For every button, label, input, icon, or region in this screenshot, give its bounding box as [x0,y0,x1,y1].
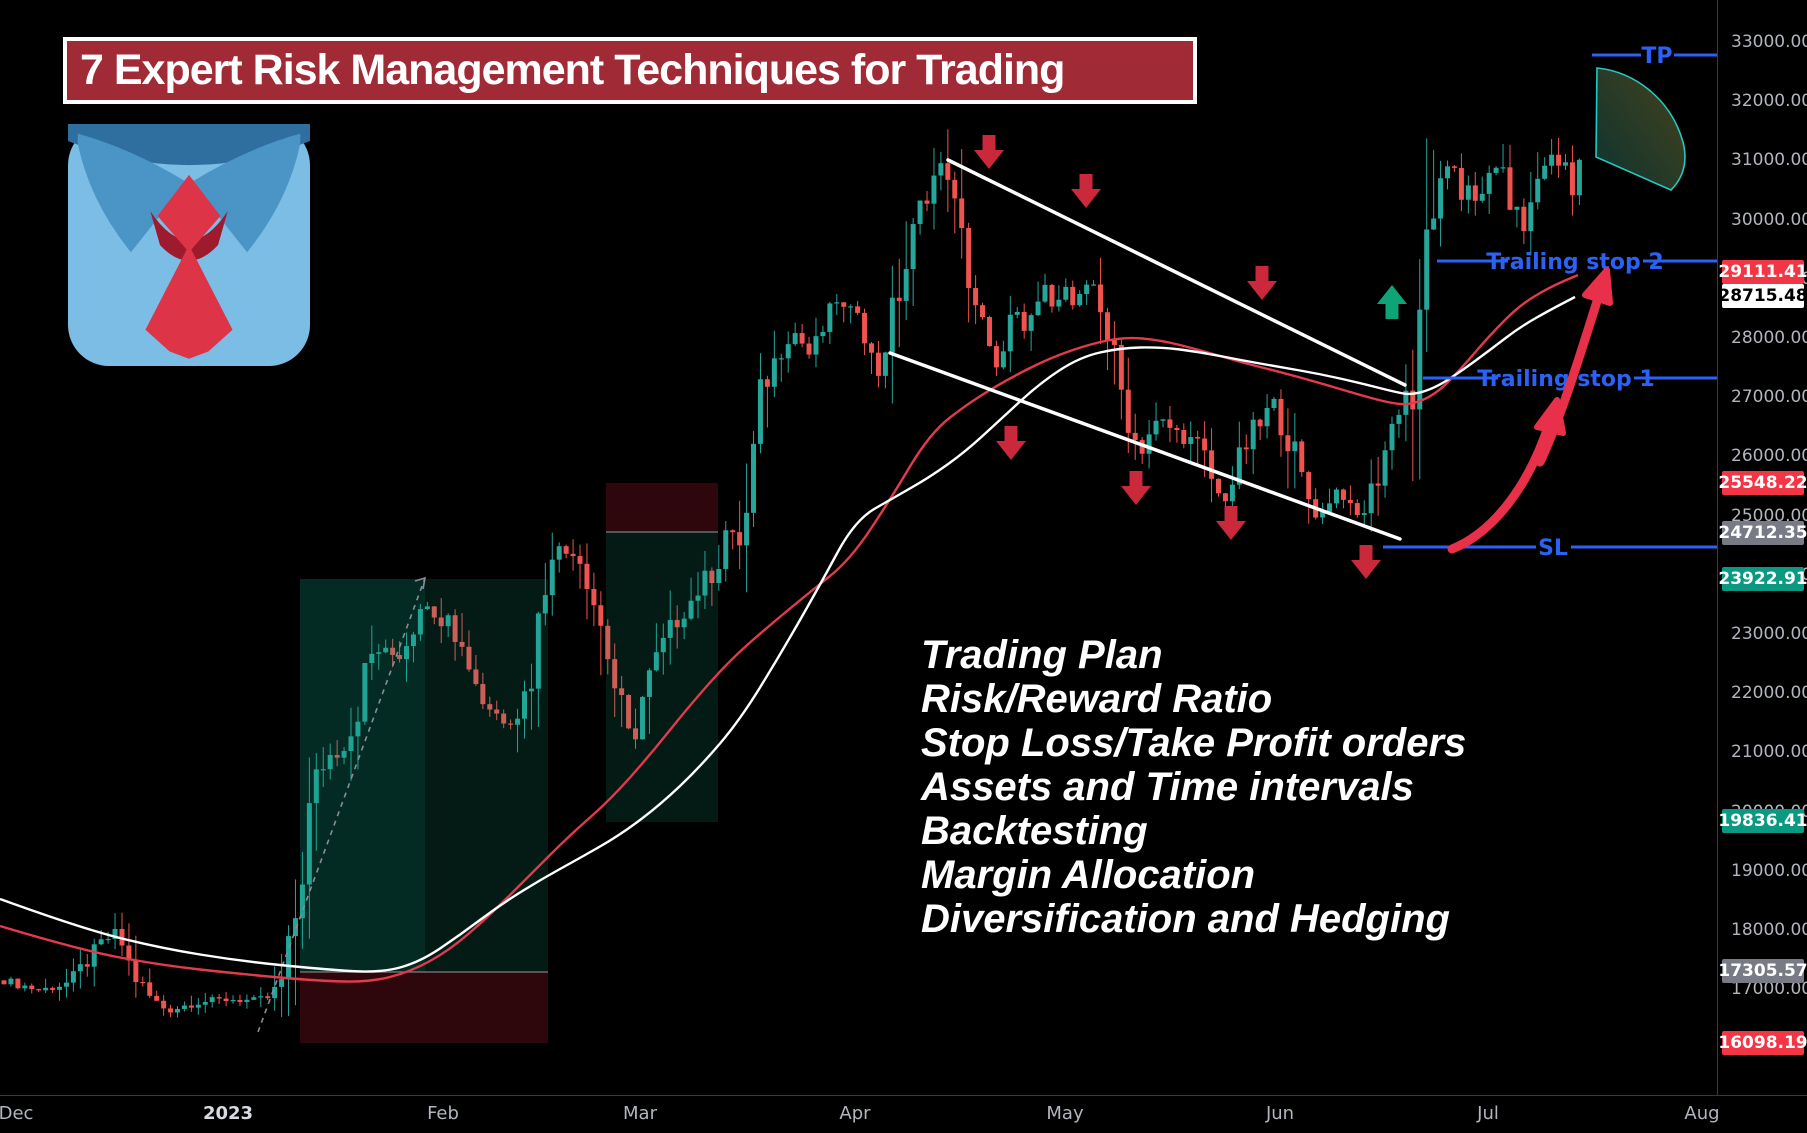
technique-item: Stop Loss/Take Profit orders [921,721,1467,765]
down-block-arrow[interactable] [974,135,1004,169]
price-tick-label: 32000.00 [1731,91,1807,112]
price-level-badge[interactable]: 24712.35 [1718,520,1807,545]
channel-trendline[interactable] [946,158,1407,387]
price-tick-label: 19000.00 [1731,860,1807,881]
price-tick-label: 30000.00 [1731,209,1807,230]
curved-arrow[interactable] [1535,267,1613,467]
price-tick-label: 18000.00 [1731,920,1807,940]
level-line-trailing-stop-1[interactable]: Trailing stop 1 [1423,367,1717,392]
down-block-arrow[interactable] [996,426,1026,460]
level-line-sl[interactable]: SL [1383,536,1717,561]
down-block-arrow[interactable] [1071,174,1101,208]
risk-techniques-list: Trading Plan Risk/Reward Ratio Stop Loss/T… [921,633,1466,941]
month-label: Jun [1265,1103,1295,1124]
price-level-badge[interactable]: 29111.41 [1718,260,1807,285]
page-title: 7 Expert Risk Management Techniques for … [80,46,1065,94]
month-label: Mar [623,1103,657,1124]
necktie-icon [68,123,310,367]
time-axis[interactable]: Dec 2023 Feb Mar Apr May Jun Jul Aug [0,1095,1807,1133]
price-tick-label: 17000.00 [1731,979,1807,1000]
price-tick-label: 31000.00 [1731,150,1807,171]
price-tick-label: 23000.00 [1731,624,1807,644]
price-tick-label: 27000.00 [1731,387,1807,408]
technique-item: Assets and Time intervals [921,765,1414,809]
projection-fan[interactable] [1595,67,1686,191]
month-label: Dec [0,1103,34,1124]
price-tick-label: 22000.00 [1731,683,1807,704]
title-banner: 7 Expert Risk Management Techniques for … [63,37,1197,104]
ma-red-line [0,273,1579,983]
channel-trendline[interactable] [888,351,1402,541]
price-tick-label: 26000.00 [1731,446,1807,467]
technique-item: Diversification and Hedging [921,897,1450,941]
down-block-arrow[interactable] [1216,506,1246,540]
price-level-badge[interactable]: 23922.91 [1718,567,1807,592]
dashed-trendline[interactable] [257,576,427,1033]
price-level-badge[interactable]: 16098.19 [1718,1030,1807,1055]
up-block-arrow[interactable] [1377,285,1407,319]
price-level-badge[interactable]: 25548.22 [1718,471,1807,496]
level-line-tp[interactable]: TP [1592,44,1717,69]
long-position-profit-zone [300,579,548,972]
down-block-arrow[interactable] [1247,266,1277,300]
price-level-badge[interactable]: 19836.41 [1718,809,1807,834]
level-line-trailing-stop-2[interactable]: Trailing stop 2 [1437,250,1717,275]
month-label: 2023 [202,1103,254,1124]
month-label: Aug [1684,1103,1720,1124]
level-label[interactable]: Trailing stop 2 [1486,250,1663,275]
price-tick-label: 25000.00 [1731,505,1807,526]
short-position-risk-zone [606,483,718,532]
technique-item: Margin Allocation [921,853,1256,897]
price-tick-label: 33000.00 [1731,32,1807,52]
price-axis[interactable]: 33000.0032000.0031000.0030000.0029000.00… [1717,0,1807,1133]
ma-white-line [0,295,1576,973]
position-tool-boxes[interactable] [300,483,718,1043]
price-level-badge[interactable]: 17305.57 [1718,959,1807,984]
down-block-arrow[interactable] [1121,471,1151,505]
price-level-badge[interactable]: 28715.48 [1718,283,1807,308]
curved-arrow[interactable] [1447,397,1566,554]
month-label: Feb [427,1103,459,1124]
down-block-arrow[interactable] [1351,545,1381,579]
level-label[interactable]: SL [1538,536,1568,561]
technique-item: Trading Plan [921,633,1163,677]
short-position-profit-zone [606,532,718,822]
month-label: Apr [839,1103,871,1124]
month-label: May [1046,1103,1084,1124]
technique-item: Backtesting [921,809,1148,853]
price-tick-label: 28000.00 [1731,328,1807,348]
level-label[interactable]: TP [1641,44,1672,69]
technique-item: Risk/Reward Ratio [921,677,1273,721]
long-position-risk-zone [300,972,548,1043]
necktie-icon-svg [68,124,310,366]
price-tick-label: 21000.00 [1731,742,1807,763]
month-label: Jul [1477,1103,1499,1124]
